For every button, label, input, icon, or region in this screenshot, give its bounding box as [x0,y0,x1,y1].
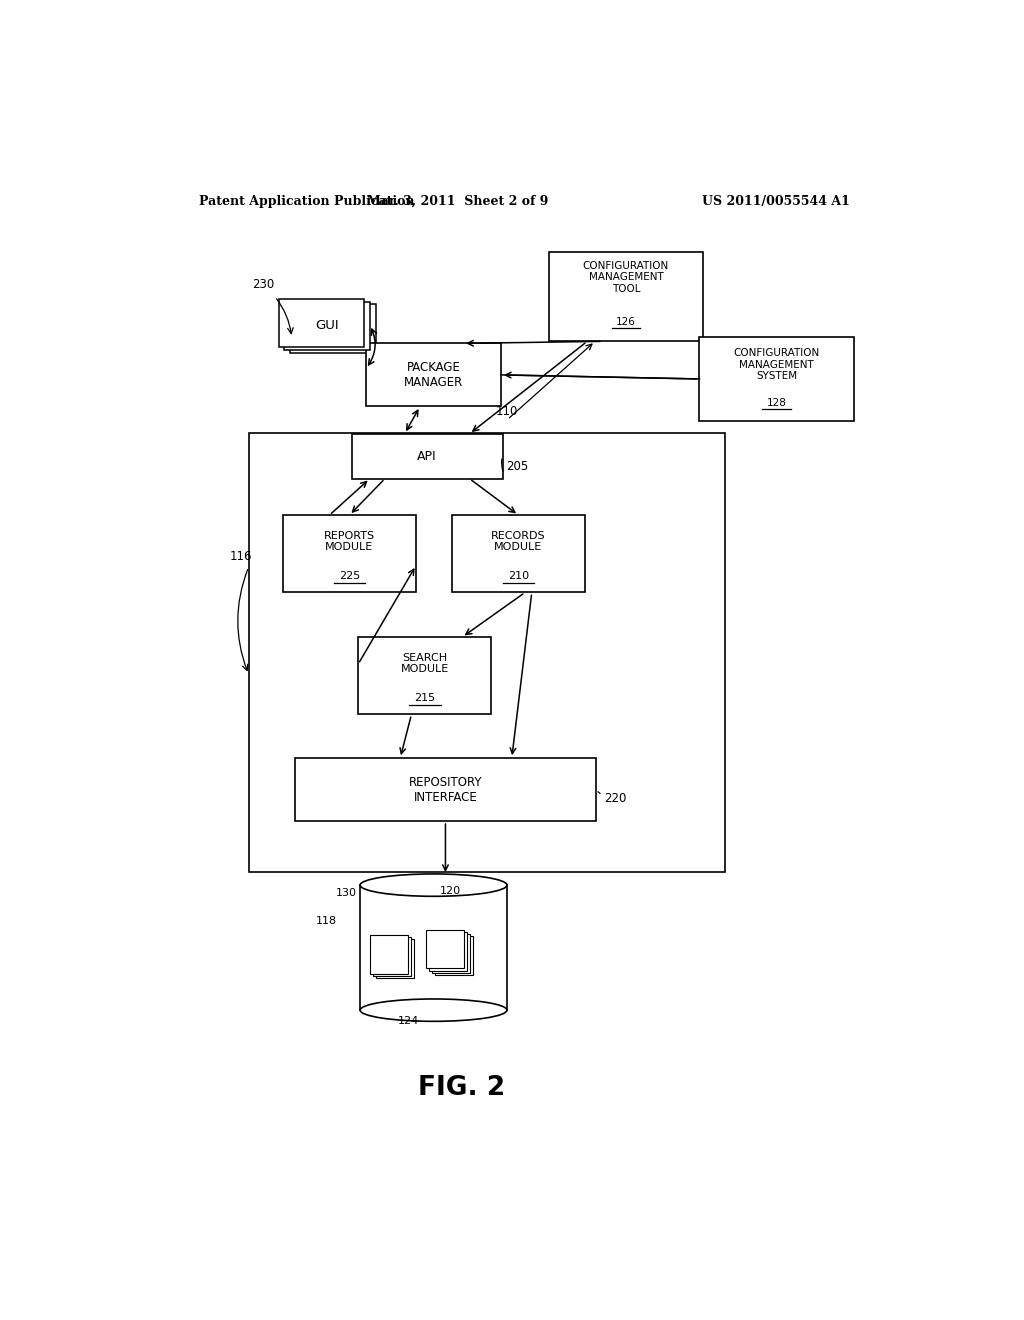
Text: 130: 130 [336,888,357,899]
Bar [699,338,854,421]
Text: 205: 205 [506,461,528,474]
Bar [290,305,376,354]
Text: PACKAGE
MANAGER: PACKAGE MANAGER [403,360,463,389]
Text: 230: 230 [253,279,274,292]
Text: 124: 124 [397,1016,419,1027]
Text: US 2011/0055544 A1: US 2011/0055544 A1 [702,194,850,207]
Text: FIG. 2: FIG. 2 [418,1076,505,1101]
Text: 126: 126 [616,317,636,327]
Bar [452,515,585,593]
Bar [549,252,703,342]
Text: REPORTS
MODULE: REPORTS MODULE [324,531,375,552]
Bar [429,932,467,970]
Bar [432,935,470,973]
Text: RECORDS
MODULE: RECORDS MODULE [492,531,546,552]
Bar [283,515,416,593]
Bar [373,937,412,975]
Text: SEARCH
MODULE: SEARCH MODULE [400,653,449,675]
Bar [377,939,415,978]
Text: 215: 215 [415,693,435,704]
Text: 120: 120 [440,886,461,896]
Text: Patent Application Publication: Patent Application Publication [200,194,415,207]
Text: 122: 122 [445,950,467,961]
Ellipse shape [360,874,507,896]
Bar [279,298,365,347]
Text: CONFIGURATION
MANAGEMENT
SYSTEM: CONFIGURATION MANAGEMENT SYSTEM [733,348,820,381]
Bar [360,886,507,1010]
Bar [367,343,501,407]
Ellipse shape [360,999,507,1022]
Text: REPOSITORY
INTERFACE: REPOSITORY INTERFACE [409,776,482,804]
Bar [285,301,370,350]
Text: 128: 128 [767,399,786,408]
Bar [435,936,473,974]
Text: 110: 110 [496,404,518,417]
Text: API: API [418,450,437,463]
Bar [249,433,725,873]
Text: CONFIGURATION
MANAGEMENT
TOOL: CONFIGURATION MANAGEMENT TOOL [583,261,669,294]
Bar [370,935,409,974]
Text: 116: 116 [229,550,252,562]
Text: 220: 220 [604,792,627,805]
Text: 210: 210 [508,572,529,581]
Text: 225: 225 [339,572,360,581]
Text: Mar. 3, 2011  Sheet 2 of 9: Mar. 3, 2011 Sheet 2 of 9 [367,194,548,207]
Bar [295,758,596,821]
Bar [358,638,492,714]
Text: 118: 118 [316,916,337,925]
Bar [352,434,503,479]
Text: GUI: GUI [315,318,339,331]
Bar [426,929,464,969]
